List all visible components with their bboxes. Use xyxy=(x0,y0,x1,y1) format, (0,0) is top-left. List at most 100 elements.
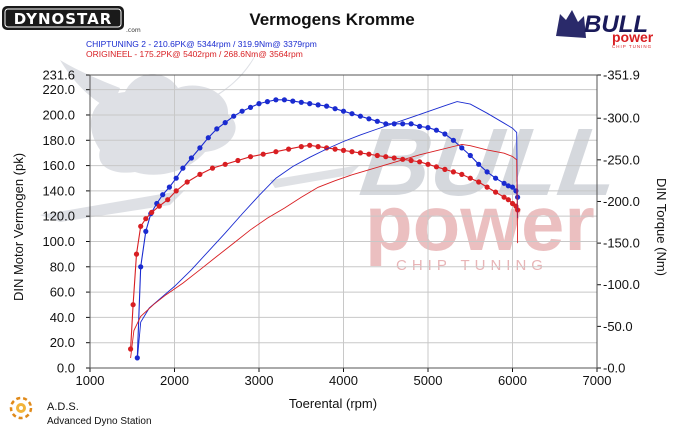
data-point xyxy=(442,131,448,137)
data-point xyxy=(442,166,448,172)
data-point xyxy=(260,151,266,157)
data-point xyxy=(509,184,516,190)
data-point xyxy=(235,157,241,164)
y-left-tick-label: 180.0 xyxy=(42,133,75,148)
data-point xyxy=(298,144,304,150)
data-point xyxy=(391,155,397,161)
data-point xyxy=(247,104,254,110)
data-point xyxy=(222,120,228,126)
y-right-tick-label: -0.0 xyxy=(603,361,625,376)
y-left-tick-label: 220.0 xyxy=(42,82,75,97)
data-point xyxy=(400,121,406,127)
bull-logo-icon xyxy=(556,10,586,38)
data-point xyxy=(476,161,482,167)
data-point xyxy=(173,175,179,181)
data-point xyxy=(307,142,313,148)
data-point xyxy=(349,111,355,117)
torque-line xyxy=(130,143,519,359)
data-point xyxy=(197,171,203,177)
y-axis-left-label: DIN Motor Vermogen (pk) xyxy=(11,153,26,301)
data-point xyxy=(324,103,330,109)
series-power-0 xyxy=(134,97,521,361)
data-point xyxy=(222,161,228,167)
data-point xyxy=(366,151,372,157)
data-point xyxy=(290,98,296,104)
data-point xyxy=(149,209,155,215)
data-point xyxy=(459,171,465,177)
data-point xyxy=(425,161,431,167)
x-tick-label: 5000 xyxy=(414,373,443,388)
data-point xyxy=(165,197,171,203)
x-tick-label: 3000 xyxy=(245,373,274,388)
data-point xyxy=(133,251,140,257)
watermark: BULL power CHIP TUNING xyxy=(40,50,626,274)
tick-labels: 1000 2000 3000 4000 5000 6000 7000 0.0 20.0 40.0 6… xyxy=(42,68,639,389)
x-axis-label: Toerental (rpm) xyxy=(289,396,377,411)
ads-logo-icon xyxy=(9,396,33,420)
data-point xyxy=(408,121,414,127)
data-point xyxy=(493,175,499,181)
y-left-tick-label: 60.0 xyxy=(50,285,75,300)
data-point xyxy=(505,183,511,189)
y-left-tick-label: 200.0 xyxy=(42,107,75,122)
y-right-tick-label: -50.0 xyxy=(603,319,633,334)
data-point xyxy=(160,192,166,198)
bull-power-logo: BULL power CHIP TUNING xyxy=(556,10,654,49)
data-point xyxy=(366,116,372,122)
data-point xyxy=(501,194,507,200)
series-power-1 xyxy=(128,142,521,352)
data-point xyxy=(166,184,172,190)
series-torque-2 xyxy=(136,101,519,360)
data-point xyxy=(197,145,203,151)
data-point xyxy=(239,108,245,114)
data-point xyxy=(450,137,456,143)
data-point xyxy=(298,99,304,105)
data-point xyxy=(374,152,380,159)
data-point xyxy=(349,149,355,155)
y-left-tick-label: 0.0 xyxy=(57,361,75,376)
y-left-tick-label: 140.0 xyxy=(42,183,75,198)
y-right-tick-label: -250.0 xyxy=(603,152,640,167)
data-point xyxy=(138,264,144,270)
data-point xyxy=(433,164,439,170)
chart-subtitle-chiptuning: CHIPTUNING 2 - 210.6PK@ 5344rpm / 319.9N… xyxy=(86,39,317,49)
data-point xyxy=(332,106,338,112)
data-point xyxy=(459,145,465,151)
data-point xyxy=(408,157,414,164)
torque-line xyxy=(136,101,519,360)
data-point xyxy=(315,102,321,108)
data-point xyxy=(209,165,216,171)
data-point xyxy=(307,101,313,107)
data-point xyxy=(214,126,220,132)
data-point xyxy=(315,144,321,150)
data-point xyxy=(130,302,136,308)
data-point xyxy=(286,146,292,152)
x-tick-label: 4000 xyxy=(329,373,358,388)
y-right-tick-label: -300.0 xyxy=(603,111,640,126)
data-point xyxy=(264,99,270,105)
data-point xyxy=(173,188,179,194)
x-tick-label: 6000 xyxy=(498,373,527,388)
data-point xyxy=(143,216,149,222)
y-left-tick-label: 20.0 xyxy=(50,335,75,350)
ads-title: A.D.S. xyxy=(47,401,79,413)
data-point xyxy=(128,346,134,352)
y-right-tick-label: -100.0 xyxy=(603,277,640,292)
data-point xyxy=(143,228,149,234)
plot-frame xyxy=(89,74,598,369)
data-point xyxy=(138,223,144,229)
data-point xyxy=(281,97,287,103)
y-right-tick-label: -351.9 xyxy=(603,68,640,83)
y-right-tick-label: -200.0 xyxy=(603,194,640,209)
x-tick-label: 7000 xyxy=(583,373,612,388)
data-point xyxy=(383,154,389,160)
series xyxy=(128,97,521,361)
data-point xyxy=(156,203,162,209)
y-left-tick-label: 231.6 xyxy=(42,68,75,83)
data-point xyxy=(501,180,507,186)
ads-logo: A.D.S. Advanced Dyno Station xyxy=(9,396,152,427)
data-point xyxy=(184,179,190,185)
y-left-tick-label: 40.0 xyxy=(50,310,75,325)
data-point xyxy=(505,197,511,203)
series-torque-3 xyxy=(130,143,519,359)
